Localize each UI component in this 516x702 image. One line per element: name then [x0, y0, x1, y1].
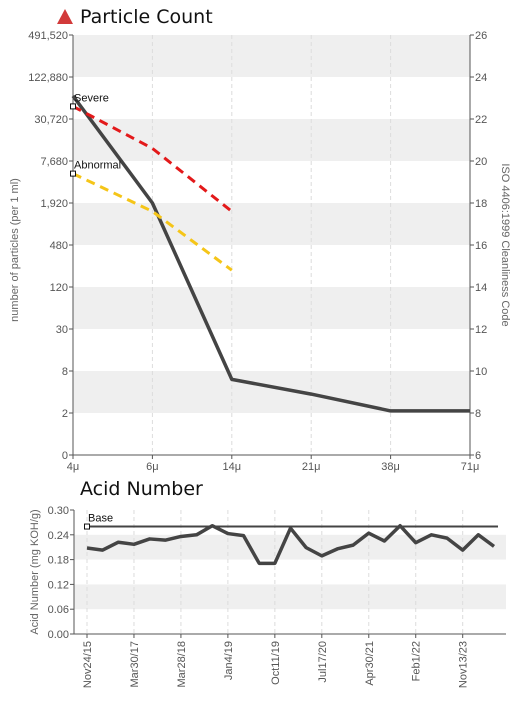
pc-y-tick-label: 7,680	[40, 156, 68, 168]
pc-x-tick-label: 21μ	[302, 461, 321, 473]
acid-chart-title: Acid Number	[80, 478, 203, 500]
pc-y-tick-label: 122,880	[28, 72, 68, 84]
an-base-label: Base	[88, 513, 113, 525]
pc-y2-tick-label: 18	[475, 198, 487, 210]
pc-y-tick-label: 0	[62, 450, 68, 462]
acid-number-chart: Acid Number 0.00 0.06 0.12 0.18 0.24 0.30 Nov…	[29, 478, 506, 688]
pc-x-tick-label: 71μ	[461, 461, 480, 473]
pc-y2-tick-label: 6	[475, 450, 481, 462]
pc-y2-tick-label: 22	[475, 114, 487, 126]
an-y-ticks: 0.00 0.06 0.12 0.18 0.24 0.30	[48, 505, 74, 641]
pc-marker-severe	[70, 103, 76, 110]
an-y-tick-label: 0.30	[48, 505, 69, 517]
pc-y-tick-label: 30,720	[34, 114, 68, 126]
an-x-tick-label: Mar28/18	[176, 641, 188, 687]
pc-bands	[73, 35, 470, 455]
pc-band	[73, 119, 470, 161]
pc-y-tick-label: 491,520	[28, 30, 68, 42]
pc-y-tick-label: 2	[62, 408, 68, 420]
pc-y2-ticks: 6 8 10 12 14 16 18 20 22 24 26	[470, 30, 487, 462]
pc-series-line-1	[72, 105, 233, 213]
particle-y2-axis-label: ISO 4406:1999 Cleanliness Code	[499, 163, 511, 326]
an-x-tick-label: Feb1/22	[411, 641, 423, 681]
pc-y2-tick-label: 14	[475, 282, 487, 294]
an-y-tick-label: 0.12	[48, 579, 69, 591]
pc-series-line-0	[71, 94, 470, 413]
an-y-tick-label: 0.06	[48, 604, 69, 616]
an-x-tick-label: Jul17/20	[317, 641, 329, 683]
pc-y2-tick-label: 8	[475, 408, 481, 420]
an-x-tick-label: Nov24/15	[82, 641, 94, 688]
acid-y-axis-label: Acid Number (mg KOH/g)	[29, 509, 41, 634]
pc-y-tick-label: 8	[62, 366, 68, 378]
an-x-tick-label: Jan4/19	[223, 641, 235, 680]
pc-y2-tick-label: 12	[475, 324, 487, 336]
warning-triangle-icon	[57, 9, 73, 24]
an-x-ticks: Nov24/15 Mar30/17 Mar28/18 Jan4/19 Oct11/19 J…	[82, 634, 470, 688]
pc-y2-tick-label: 16	[475, 240, 487, 252]
particle-y-axis-label: number of particles (per 1 ml)	[9, 178, 21, 322]
pc-x-ticks: 4μ 6μ 14μ 21μ 38μ 71μ	[67, 455, 480, 473]
pc-y-tick-label: 480	[50, 240, 68, 252]
pc-x-tick-label: 4μ	[67, 461, 79, 473]
an-x-tick-label: Mar30/17	[129, 641, 141, 687]
particle-count-chart: Particle Count 0 2 8 30 120 480 1,920 7,680 30,7…	[9, 6, 511, 473]
an-band	[74, 584, 506, 610]
pc-y2-tick-label: 26	[475, 30, 487, 42]
an-axes	[73, 510, 506, 635]
pc-x-tick-label: 38μ	[381, 461, 400, 473]
pc-series	[71, 94, 470, 413]
pc-marker-label-abnormal: Abnormal	[74, 160, 121, 172]
pc-marker-label-severe: Severe	[74, 92, 109, 104]
pc-y2-tick-label: 24	[475, 72, 487, 84]
pc-marker-abnormal	[70, 170, 76, 177]
pc-x-tick-label: 14μ	[223, 461, 242, 473]
pc-y-tick-label: 30	[56, 324, 68, 336]
pc-series-line-2	[72, 172, 233, 272]
an-x-tick-label: Apr30/21	[364, 641, 376, 686]
pc-y-ticks: 0 2 8 30 120 480 1,920 7,680 30,720 122,880 491,52…	[28, 30, 73, 462]
particle-chart-title: Particle Count	[80, 6, 213, 28]
pc-band	[73, 371, 470, 413]
pc-band	[73, 203, 470, 245]
an-x-tick-label: Oct11/19	[270, 641, 282, 685]
pc-x-tick-label: 6μ	[146, 461, 158, 473]
pc-y2-tick-label: 20	[475, 156, 487, 168]
pc-y-tick-label: 1,920	[40, 198, 68, 210]
pc-band	[73, 287, 470, 329]
an-base-marker	[84, 523, 90, 530]
an-series-line	[86, 523, 496, 566]
an-bands	[74, 510, 506, 634]
pc-markers: Severe Abnormal	[70, 92, 121, 177]
an-y-tick-label: 0.24	[48, 530, 69, 542]
an-y-tick-label: 0.00	[48, 629, 69, 641]
an-x-tick-label: Nov13/23	[458, 641, 470, 688]
an-series: Base	[84, 513, 498, 566]
pc-y2-tick-label: 10	[475, 366, 487, 378]
pc-y-tick-label: 120	[50, 282, 68, 294]
pc-band	[73, 35, 470, 77]
an-y-tick-label: 0.18	[48, 555, 69, 567]
